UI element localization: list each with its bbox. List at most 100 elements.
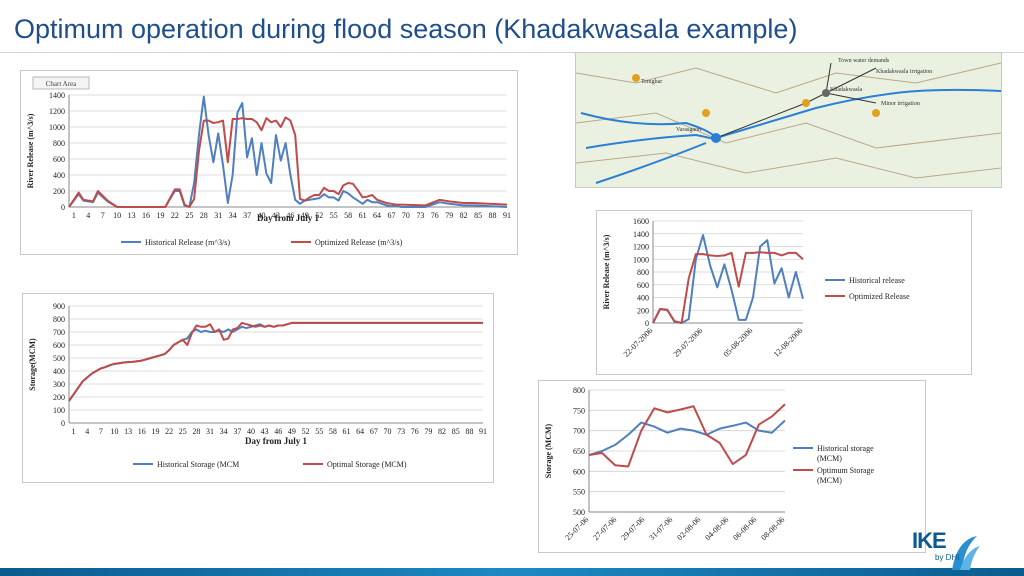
release-zoom-chart: 0 200 400 600 800 1000 1200 1400 1600 22-07-2006 2… <box>602 217 910 359</box>
x-tick-label: 64 <box>356 427 364 436</box>
x-tick-label: 31 <box>214 211 222 220</box>
x-tick-label: 61 <box>359 211 367 220</box>
x-tick-label: 58 <box>329 427 337 436</box>
x-tick-label: 05-08-2006 <box>722 326 755 359</box>
y-axis-label: Storage(MCM) <box>28 338 37 391</box>
x-tick-label: 46 <box>274 427 282 436</box>
x-tick-label: 04-08-06 <box>703 515 730 542</box>
storage-full-chart-panel: 0 100 200 300 400 500 600 700 800 900 1 4 7 10 13 16 19 2… <box>22 293 494 483</box>
y-tick-label: 200 <box>637 306 649 315</box>
y-tick-label: 1400 <box>633 230 649 239</box>
reservoir-icon <box>802 99 810 107</box>
legend-label: Optimal Storage (MCM) <box>327 460 407 469</box>
x-tick-label: 12-08-2006 <box>772 326 805 359</box>
x-tick-label: 34 <box>220 427 228 436</box>
x-tick-label: 76 <box>431 211 439 220</box>
x-tick-label: 88 <box>489 211 497 220</box>
x-tick-label: 22 <box>171 211 179 220</box>
y-tick-label: 100 <box>53 406 65 415</box>
x-axis-label: Day from July 1 <box>257 213 320 223</box>
release-zoom-chart-panel: 0 200 400 600 800 1000 1200 1400 1600 22-07-2006 2… <box>596 210 972 375</box>
x-tick-label: 13 <box>124 427 132 436</box>
series-line-optimized <box>68 116 508 208</box>
legend-label: Historical Release (m^3/s) <box>145 238 230 247</box>
x-tick-label: 40 <box>258 211 266 220</box>
x-tick-label: 19 <box>151 427 159 436</box>
x-tick-label: 22 <box>165 427 173 436</box>
map-boundary <box>576 112 1001 149</box>
reservoir-icon <box>632 74 640 82</box>
map-boundary <box>576 62 1001 94</box>
x-tick-label: 79 <box>445 211 453 220</box>
x-tick-label: 28 <box>200 211 208 220</box>
slide-title: Optimum operation during flood season (K… <box>14 14 798 44</box>
y-tick-label: 0 <box>61 203 65 212</box>
y-tick-label: 800 <box>53 315 65 324</box>
map-label: Temghar <box>641 79 662 85</box>
series-line-optimized <box>588 403 786 468</box>
mike-logo-wave-icon <box>952 536 980 570</box>
y-tick-label: 700 <box>53 328 65 337</box>
logo-sub: by DHI <box>935 553 960 562</box>
legend-label: Historical storage (MCM) <box>817 444 874 463</box>
chart-area-badge-label: Chart Area <box>46 80 77 88</box>
map-label: Town water demands <box>838 58 890 64</box>
reservoir-icon <box>702 109 710 117</box>
x-tick-label: 37 <box>243 211 251 220</box>
x-tick-label: 70 <box>383 427 391 436</box>
x-tick-label: 31-07-06 <box>647 515 674 542</box>
x-tick-label: 43 <box>272 211 280 220</box>
release-full-chart-panel: 0 200 400 600 800 1000 1200 1400 1 4 7 10 13 16 19 22 25… <box>20 70 518 255</box>
x-tick-label: 82 <box>438 427 446 436</box>
y-tick-label: 400 <box>637 294 649 303</box>
river-map: Temghar Varasgaon Khadakwasla Khadakwasl… <box>575 52 1002 188</box>
chart-area-badge <box>32 76 90 90</box>
x-tick-label: 73 <box>416 211 424 220</box>
series-line-optimized <box>652 251 804 324</box>
y-tick-label: 550 <box>573 488 585 497</box>
map-link <box>825 62 877 104</box>
map-label: Varasgaon <box>676 127 701 133</box>
x-tick-label: 16 <box>138 427 146 436</box>
series-line-optimized <box>68 321 483 402</box>
x-tick-label: 25-07-06 <box>563 515 590 542</box>
storage-full-chart: 0 100 200 300 400 500 600 700 800 900 1 4 7 10 13 16 19 2… <box>28 302 487 469</box>
x-tick-label: 79 <box>424 427 432 436</box>
x-tick-label: 02-08-06 <box>675 515 702 542</box>
footer-bar <box>0 568 1024 576</box>
legend-label: Historical Storage (MCM <box>157 460 239 469</box>
y-tick-label: 200 <box>53 187 65 196</box>
y-tick-label: 800 <box>637 268 649 277</box>
legend-label: Optimum Storage (MCM) <box>817 466 875 485</box>
y-tick-label: 600 <box>573 467 585 476</box>
node-icon <box>822 89 830 97</box>
x-tick-label: 52 <box>302 427 310 436</box>
x-tick-label: 7 <box>101 211 105 220</box>
x-tick-label: 73 <box>397 427 405 436</box>
x-tick-label: 55 <box>330 211 338 220</box>
map-boundary <box>576 152 1001 179</box>
x-tick-label: 1 <box>72 211 76 220</box>
y-tick-label: 400 <box>53 367 65 376</box>
map-label: Khadakwasla <box>830 87 863 93</box>
x-axis-label: Day from July 1 <box>245 436 308 446</box>
x-tick-label: 7 <box>99 427 103 436</box>
series-line-historical <box>652 234 804 324</box>
x-tick-label: 85 <box>452 427 460 436</box>
map-river <box>580 112 717 139</box>
x-tick-label: 58 <box>344 211 352 220</box>
x-tick-label: 08-08-06 <box>759 515 786 542</box>
x-tick-label: 91 <box>479 427 487 436</box>
legend-label: Optimized Release <box>849 292 910 301</box>
x-tick-label: 4 <box>85 427 89 436</box>
x-tick-label: 40 <box>247 427 255 436</box>
y-tick-label: 750 <box>573 406 585 415</box>
x-tick-label: 70 <box>402 211 410 220</box>
map-river <box>715 88 1001 139</box>
x-tick-label: 4 <box>86 211 90 220</box>
map-river <box>585 133 715 149</box>
y-tick-label: 200 <box>53 393 65 402</box>
x-tick-label: 46 <box>286 211 294 220</box>
series-line-historical <box>588 419 786 457</box>
x-tick-label: 91 <box>503 211 511 220</box>
